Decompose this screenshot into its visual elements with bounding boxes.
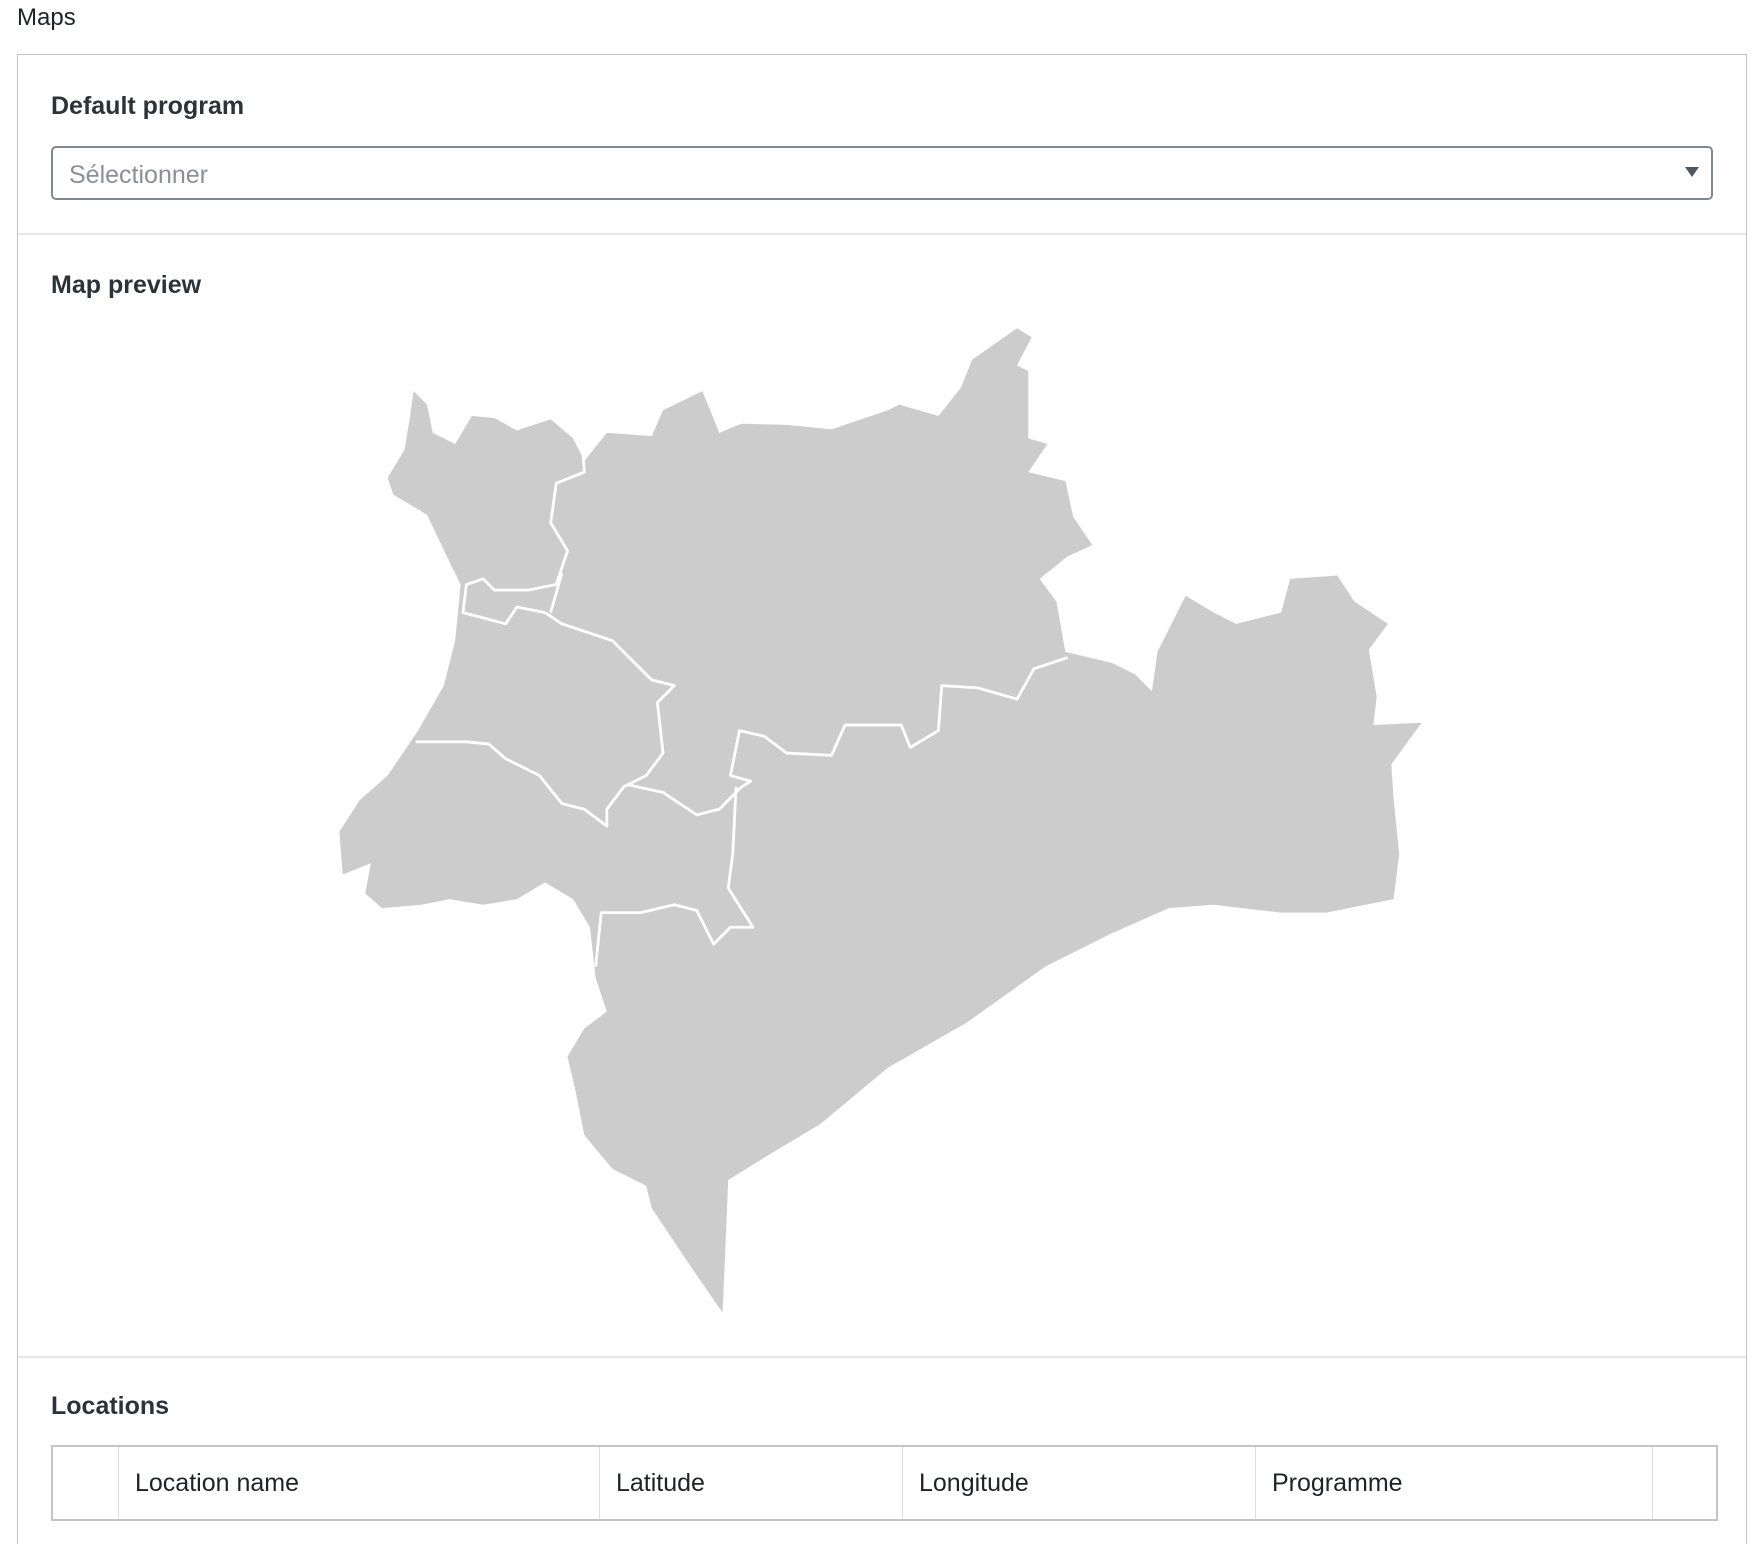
maps-settings-panel bbox=[17, 54, 1747, 1544]
select-placeholder: Sélectionner bbox=[69, 161, 208, 189]
column-header-location-name: Location name bbox=[119, 1447, 600, 1519]
map-border-line bbox=[594, 786, 755, 967]
map-border-line bbox=[626, 656, 1069, 817]
locations-label: Locations bbox=[51, 1392, 170, 1420]
column-header-longitude: Longitude bbox=[903, 1447, 1256, 1519]
map-preview-label: Map preview bbox=[51, 271, 202, 299]
map-preview bbox=[339, 328, 1422, 1313]
divider bbox=[18, 233, 1746, 235]
divider bbox=[18, 1356, 1746, 1358]
map-border-line bbox=[415, 440, 676, 828]
chevron-down-icon bbox=[1685, 167, 1699, 177]
default-program-select[interactable]: Sélectionner bbox=[51, 146, 1713, 200]
column-header-actions bbox=[1653, 1447, 1716, 1519]
column-header-handle bbox=[53, 1447, 119, 1519]
section-title: Maps bbox=[17, 4, 76, 31]
default-program-label: Default program bbox=[51, 92, 245, 120]
column-header-programme: Programme bbox=[1256, 1447, 1653, 1519]
map-border-line bbox=[549, 572, 564, 613]
locations-table-header: Location name Latitude Longitude Program… bbox=[51, 1445, 1718, 1521]
column-header-latitude: Latitude bbox=[600, 1447, 903, 1519]
map-region-shape bbox=[339, 328, 1422, 1313]
